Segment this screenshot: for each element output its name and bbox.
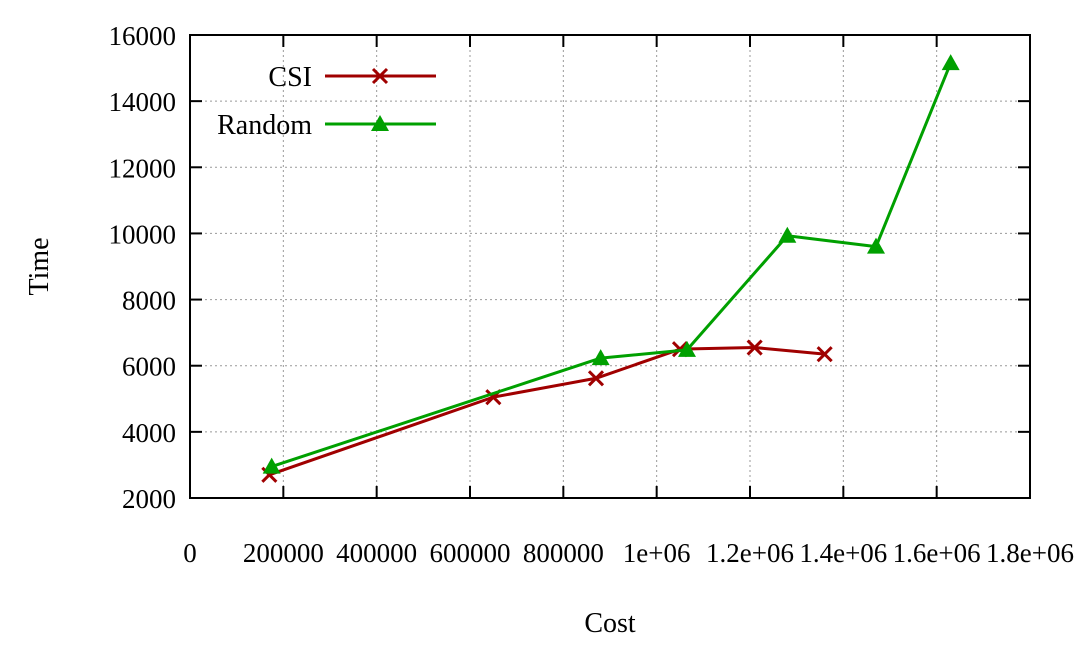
y-axis-ticks: 2000 4000 6000 8000 10000 12000 14000 16000 bbox=[109, 21, 1030, 514]
x-tick-label: 1.4e+06 bbox=[799, 538, 887, 568]
data-point-x-marker bbox=[816, 346, 833, 363]
x-tick-label: 1.6e+06 bbox=[893, 538, 981, 568]
y-tick-label: 8000 bbox=[122, 286, 176, 316]
x-tick-label: 800000 bbox=[523, 538, 604, 568]
legend-label: Random bbox=[217, 110, 312, 141]
x-tick-label: 1.8e+06 bbox=[986, 538, 1074, 568]
series-line bbox=[268, 346, 825, 477]
x-tick-label: 400000 bbox=[336, 538, 417, 568]
data-point-x-marker bbox=[587, 370, 605, 387]
y-tick-label: 6000 bbox=[122, 352, 176, 382]
x-tick-label: 200000 bbox=[243, 538, 324, 568]
y-tick-label: 2000 bbox=[122, 484, 176, 514]
data-point-triangle-marker bbox=[867, 237, 885, 254]
y-tick-label: 4000 bbox=[122, 418, 176, 448]
x-tick-label: 1e+06 bbox=[623, 538, 691, 568]
grid-lines bbox=[190, 35, 1030, 498]
x-tick-label: 600000 bbox=[430, 538, 511, 568]
data-point-triangle-marker bbox=[778, 226, 797, 243]
series-line bbox=[271, 62, 953, 469]
data-point-x-marker bbox=[746, 339, 763, 356]
data-series bbox=[261, 54, 960, 483]
series-random bbox=[262, 54, 960, 474]
series-csi bbox=[261, 339, 833, 483]
legend-entry-csi: CSI bbox=[268, 62, 436, 93]
x-tick-label: 1.2e+06 bbox=[706, 538, 794, 568]
legend-label: CSI bbox=[268, 62, 312, 93]
legend-entry-random: Random bbox=[217, 110, 436, 141]
x-axis-label: Cost bbox=[584, 608, 636, 639]
y-axis-label: Time bbox=[24, 237, 55, 295]
legend: CSI Random bbox=[217, 62, 436, 141]
data-point-x-marker bbox=[371, 67, 389, 85]
data-point-triangle-marker bbox=[591, 349, 610, 366]
y-tick-label: 16000 bbox=[109, 21, 177, 51]
data-point-triangle-marker bbox=[678, 340, 696, 357]
y-tick-label: 12000 bbox=[109, 153, 177, 183]
plot-frame bbox=[189, 34, 1031, 499]
x-tick-label: 0 bbox=[183, 538, 197, 568]
y-tick-label: 10000 bbox=[109, 219, 177, 249]
y-tick-label: 14000 bbox=[109, 87, 177, 117]
x-axis-ticks: 0 200000 400000 600000 800000 1e+06 1.2e+06 1.4… bbox=[183, 35, 1074, 568]
data-point-triangle-marker bbox=[941, 54, 960, 71]
data-point-triangle-marker bbox=[262, 457, 281, 474]
data-point-triangle-marker bbox=[371, 115, 389, 131]
